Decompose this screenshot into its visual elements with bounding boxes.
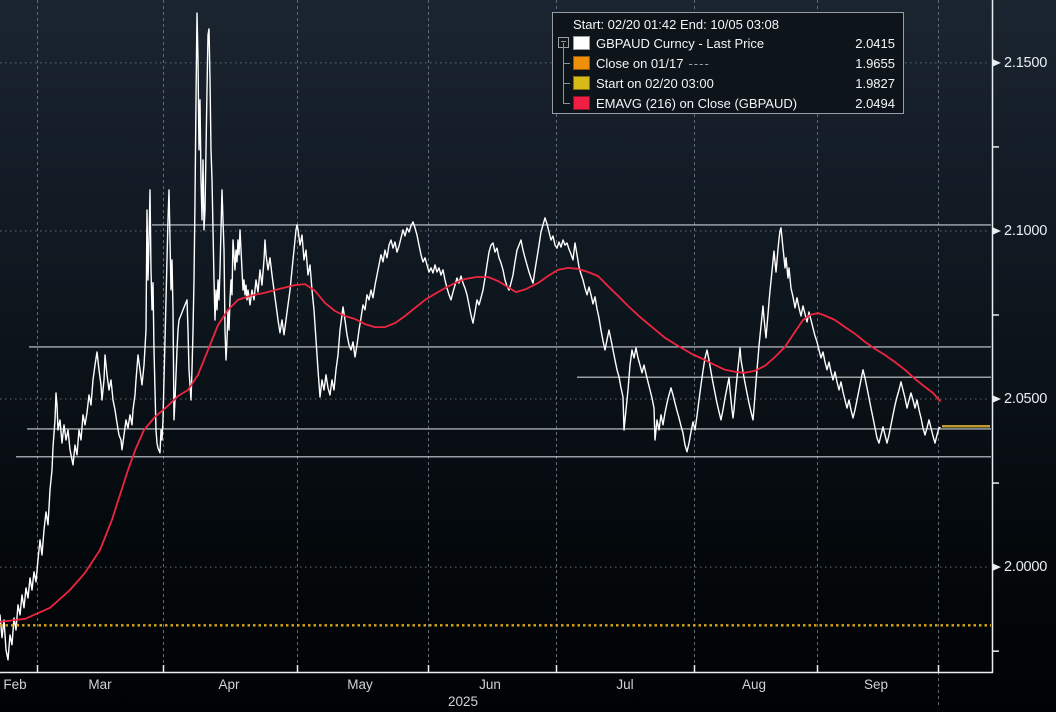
x-axis-label-apr: Apr: [218, 677, 240, 692]
legend-label-emavg: EMAVG (216) on Close (GBPAUD): [596, 95, 798, 111]
legend-row-start[interactable]: Start on 02/20 03:00 1.9827: [559, 63, 897, 93]
y-axis-arrow-marker: [992, 395, 1001, 404]
legend-value-last-price: 2.0415: [855, 35, 895, 51]
legend-label-last-price: GBPAUD Curncy - Last Price: [596, 35, 765, 51]
legend-label-start: Start on 02/20 03:00: [596, 75, 714, 91]
legend-panel: Start: 02/20 01:42 End: 10/05 03:08 − GB…: [552, 12, 904, 114]
y-axis-label-2.0000: 2.0000: [1004, 559, 1048, 576]
y-axis-label-2.0500: 2.0500: [1004, 391, 1048, 408]
x-axis-label-jun: Jun: [479, 677, 501, 692]
series-emavg-line: [0, 266, 941, 623]
y-axis-arrow-marker: [992, 226, 1001, 235]
legend-row-last-price[interactable]: − GBPAUD Curncy - Last Price 2.0415: [558, 33, 897, 53]
y-axis-label-2.1000: 2.1000: [1004, 222, 1048, 239]
year-label: 2025: [447, 694, 479, 709]
legend-value-start: 1.9827: [855, 75, 895, 91]
legend-label-close: Close on 01/17: [596, 55, 684, 71]
y-axis-label-2.1500: 2.1500: [1004, 54, 1048, 71]
legend-range-text: Start: 02/20 01:42 End: 10/05 03:08: [573, 17, 779, 32]
x-axis-label-jul: Jul: [616, 677, 634, 692]
legend-row-close[interactable]: Close on 01/17 ---- 1.9655: [559, 43, 897, 73]
legend-tree-gutter: [559, 63, 573, 93]
legend-row-emavg[interactable]: EMAVG (216) on Close (GBPAUD) 2.0494: [559, 83, 897, 113]
close-line-swatch: [573, 56, 590, 70]
y-axis-arrow-marker: [992, 58, 1001, 67]
x-axis-label-may: May: [347, 677, 373, 692]
legend-tree-gutter: [559, 83, 573, 113]
x-axis-label-sep: Sep: [863, 677, 889, 692]
x-axis-label-feb: Feb: [3, 677, 27, 692]
x-axis-label-mar: Mar: [88, 677, 112, 692]
y-axis-arrow-marker: [992, 563, 1001, 572]
x-axis-label-aug: Aug: [741, 677, 767, 692]
legend-value-close: 1.9655: [855, 55, 895, 71]
emavg-swatch: [573, 96, 590, 110]
last-price-swatch: [573, 36, 590, 50]
legend-tree-gutter: [559, 43, 573, 73]
start-line-swatch: [573, 76, 590, 90]
close-line-dash-sample: ----: [688, 55, 710, 71]
legend-value-emavg: 2.0494: [855, 95, 895, 111]
